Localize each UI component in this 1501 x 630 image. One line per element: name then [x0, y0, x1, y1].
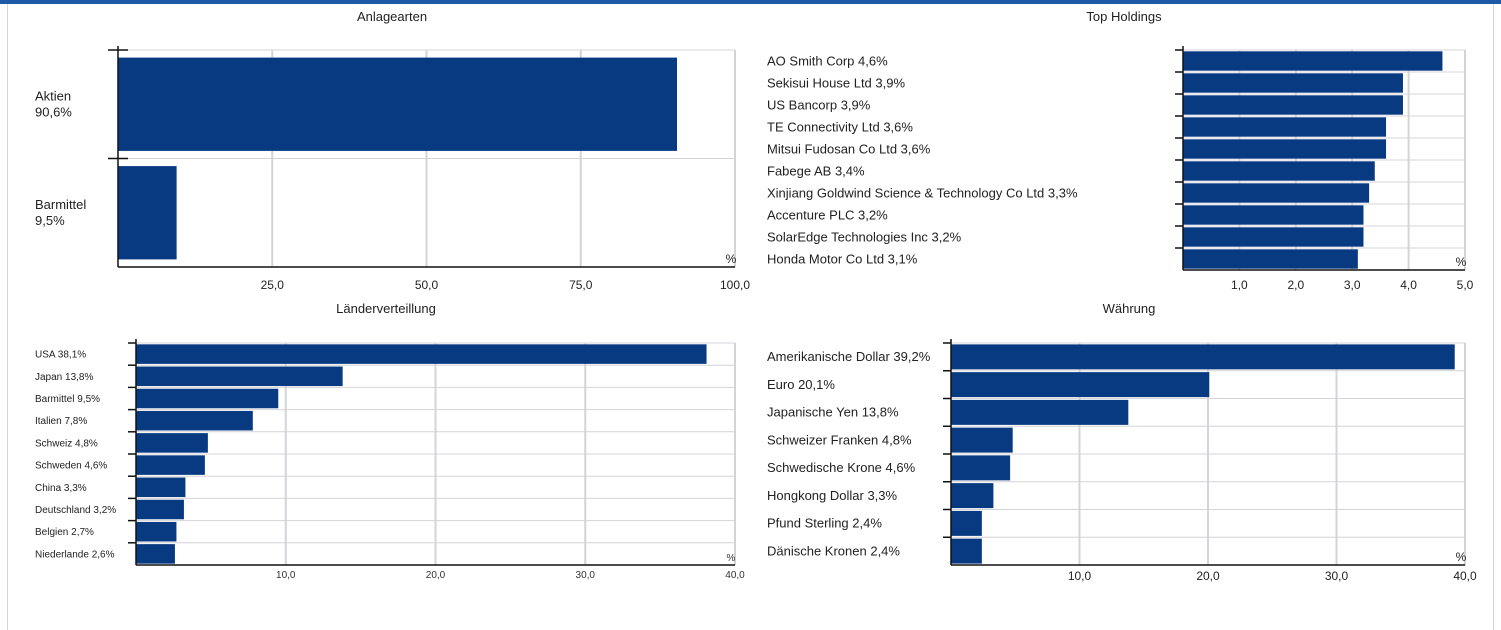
bar-waehrung-7	[951, 538, 982, 564]
bar-laenderverteilung-4	[136, 433, 208, 453]
x-tick-label: 20,0	[426, 570, 446, 581]
x-tick-label: 3,0	[1344, 278, 1361, 292]
category-label: Xinjiang Goldwind Science & Technology C…	[767, 186, 1078, 201]
bar-top-holdings-6	[1183, 183, 1370, 203]
category-label: Schweiz 4,8%	[35, 438, 98, 449]
unit-label: %	[727, 553, 736, 564]
bar-laenderverteilung-7	[136, 499, 184, 520]
bar-waehrung-0	[951, 344, 1455, 370]
category-label: AO Smith Corp 4,6%	[767, 54, 888, 69]
bar-anlagearten-0	[118, 57, 678, 151]
x-tick-label: 4,0	[1400, 278, 1417, 292]
chart-title: Anlagearten	[357, 9, 427, 24]
x-tick-label: 40,0	[1453, 569, 1477, 583]
chart-title: Währung	[1103, 301, 1156, 316]
category-label: TE Connectivity Ltd 3,6%	[767, 120, 913, 135]
chart-title: Länderverteillung	[336, 301, 436, 316]
category-label: US Bancorp 3,9%	[767, 98, 871, 113]
category-label: Euro 20,1%	[767, 377, 835, 392]
bar-top-holdings-3	[1183, 117, 1387, 137]
x-tick-label: 30,0	[1325, 569, 1349, 583]
category-label: Japanische Yen 13,8%	[767, 405, 899, 420]
x-tick-label: 1,0	[1231, 278, 1248, 292]
chart-title: Top Holdings	[1086, 9, 1162, 24]
category-label: Sekisui House Ltd 3,9%	[767, 76, 905, 91]
bar-laenderverteilung-3	[136, 410, 253, 431]
x-tick-label: 75,0	[569, 278, 593, 292]
bar-top-holdings-8	[1183, 227, 1364, 247]
category-label: Italien 7,8%	[35, 416, 87, 427]
x-tick-label: 20,0	[1196, 569, 1220, 583]
frame-border-left	[7, 4, 8, 630]
bar-waehrung-2	[951, 399, 1129, 425]
x-tick-label: 30,0	[576, 570, 596, 581]
category-label: Honda Motor Co Ltd 3,1%	[767, 252, 918, 267]
bar-laenderverteilung-8	[136, 521, 177, 542]
unit-label: %	[1456, 550, 1467, 564]
x-tick-label: 2,0	[1287, 278, 1304, 292]
category-label: Aktien 90,6%	[35, 88, 72, 119]
category-label: Barmittel 9,5%	[35, 197, 86, 228]
bar-top-holdings-1	[1183, 73, 1403, 93]
x-tick-label: 25,0	[261, 278, 285, 292]
category-label: Accenture PLC 3,2%	[767, 208, 888, 223]
unit-label: %	[726, 252, 737, 266]
bar-laenderverteilung-9	[136, 544, 175, 564]
x-tick-label: 50,0	[415, 278, 439, 292]
bar-top-holdings-4	[1183, 139, 1387, 159]
category-label: SolarEdge Technologies Inc 3,2%	[767, 230, 962, 245]
category-label: USA 38,1%	[35, 350, 86, 361]
chart-waehrung: Währung 10,0 20,0 30,0 40,0% Amerikanische Do…	[767, 301, 1477, 583]
chart-anlagearten: Anlagearten 25,0 50,0 75,0 100,0% Aktien 90,6%…	[35, 9, 750, 292]
frame-border-right	[1493, 4, 1494, 630]
bar-laenderverteilung-5	[136, 455, 205, 475]
category-label: Schweden 4,6%	[35, 461, 107, 472]
bar-laenderverteilung-0	[136, 344, 707, 364]
bar-waehrung-1	[951, 372, 1210, 398]
x-tick-label: 5,0	[1457, 278, 1474, 292]
bar-waehrung-6	[951, 510, 982, 536]
bar-waehrung-4	[951, 455, 1011, 481]
chart-laenderverteilung: Länderverteillung 10,0 20,0 30,0 40,0% USA 38…	[35, 301, 745, 581]
category-label: Dänische Kronen 2,4%	[767, 543, 900, 558]
category-label: Hongkong Dollar 3,3%	[767, 488, 898, 503]
x-tick-label: 10,0	[276, 570, 296, 581]
bar-laenderverteilung-2	[136, 388, 279, 409]
bar-top-holdings-5	[1183, 161, 1375, 181]
x-tick-label: 40,0	[725, 570, 745, 581]
category-label: Deutschland 3,2%	[35, 505, 116, 516]
category-label: Schweizer Franken 4,8%	[767, 432, 912, 447]
bar-laenderverteilung-1	[136, 366, 343, 387]
bar-waehrung-3	[951, 427, 1013, 453]
chart-top-holdings: Top Holdings 1,0 2,0 3,0 4,0 5,0% AO Smith Cor…	[767, 9, 1474, 292]
top-accent-rule	[0, 0, 1501, 4]
x-tick-label: 10,0	[1068, 569, 1092, 583]
category-label: Niederlande 2,6%	[35, 549, 115, 560]
bar-waehrung-5	[951, 483, 994, 509]
category-label: Fabege AB 3,4%	[767, 164, 865, 179]
bar-top-holdings-9	[1183, 249, 1358, 269]
category-label: Schwedische Krone 4,6%	[767, 460, 916, 475]
bar-top-holdings-0	[1183, 51, 1443, 71]
category-label: China 3,3%	[35, 483, 87, 494]
category-label: Pfund Sterling 2,4%	[767, 516, 882, 531]
x-tick-label: 100,0	[720, 278, 750, 292]
category-label: Japan 13,8%	[35, 372, 93, 383]
category-label: Barmittel 9,5%	[35, 394, 100, 405]
category-label: Amerikanische Dollar 39,2%	[767, 349, 931, 364]
unit-label: %	[1456, 255, 1467, 269]
bar-laenderverteilung-6	[136, 477, 186, 498]
category-label: Mitsui Fudosan Co Ltd 3,6%	[767, 142, 931, 157]
bar-anlagearten-1	[118, 166, 177, 260]
bar-top-holdings-2	[1183, 95, 1403, 115]
category-label: Belgien 2,7%	[35, 527, 94, 538]
bar-top-holdings-7	[1183, 205, 1364, 225]
